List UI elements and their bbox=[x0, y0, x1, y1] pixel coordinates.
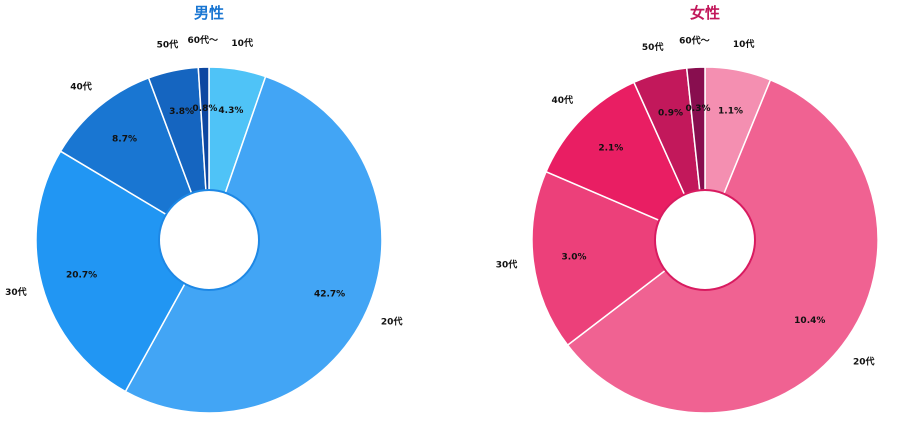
female-pct-label-1: 10.4% bbox=[794, 316, 825, 326]
female-category-label-5: 60代〜 bbox=[679, 34, 710, 46]
male-category-label-5: 60代〜 bbox=[188, 34, 219, 46]
male-slice-3 bbox=[59, 76, 211, 242]
female-labels: 1.1% 10代 10.4% 20代 3.0% 30代 2.1% 40代 0.9% 50代 0.3%… bbox=[496, 34, 875, 367]
female-category-label-0: 10代 bbox=[733, 38, 755, 50]
male-slices bbox=[35, 66, 383, 414]
female-pct-label-4: 0.9% bbox=[658, 109, 683, 119]
male-pct-label-1: 42.7% bbox=[314, 290, 345, 300]
male-pct-label-3: 8.7% bbox=[112, 135, 137, 145]
male-chart-title: 男性 bbox=[194, 4, 224, 22]
male-category-label-2: 30代 bbox=[5, 286, 27, 298]
female-category-label-2: 30代 bbox=[496, 259, 518, 271]
male-category-label-3: 40代 bbox=[70, 80, 92, 92]
male-pct-label-2: 20.7% bbox=[66, 270, 97, 280]
male-donut-chart: 男性 4.3% 10代 42.7% 20代 20.7% 30代 8.7% 40代 3.8% 50代… bbox=[5, 4, 402, 414]
male-pct-label-5: 0.8% bbox=[192, 104, 217, 114]
female-pct-label-2: 3.0% bbox=[562, 252, 587, 262]
male-donut-hole bbox=[158, 189, 260, 291]
male-category-label-0: 10代 bbox=[231, 37, 253, 49]
male-pct-label-4: 3.8% bbox=[169, 107, 194, 117]
female-slice-2 bbox=[531, 170, 707, 347]
male-slice-2 bbox=[35, 150, 211, 393]
female-category-label-4: 50代 bbox=[642, 41, 664, 53]
female-donut-chart: 女性 1.1% 10代 10.4% 20代 3.0% 30代 2.1% 40代 0.9% 50代 0… bbox=[496, 4, 879, 414]
male-labels: 4.3% 10代 42.7% 20代 20.7% 30代 8.7% 40代 3.8% 50代 0.8… bbox=[5, 34, 402, 327]
male-category-label-4: 50代 bbox=[157, 38, 179, 50]
female-category-label-1: 20代 bbox=[853, 356, 875, 368]
male-category-label-1: 20代 bbox=[381, 315, 403, 327]
female-pct-label-3: 2.1% bbox=[598, 144, 623, 154]
female-slice-3 bbox=[545, 81, 707, 242]
female-donut-hole bbox=[654, 189, 756, 291]
female-pct-label-5: 0.3% bbox=[686, 104, 711, 114]
female-category-label-3: 40代 bbox=[552, 94, 574, 106]
female-slices bbox=[531, 66, 879, 414]
male-pct-label-0: 4.3% bbox=[218, 106, 243, 116]
female-pct-label-0: 1.1% bbox=[718, 107, 743, 117]
female-chart-title: 女性 bbox=[690, 4, 720, 22]
